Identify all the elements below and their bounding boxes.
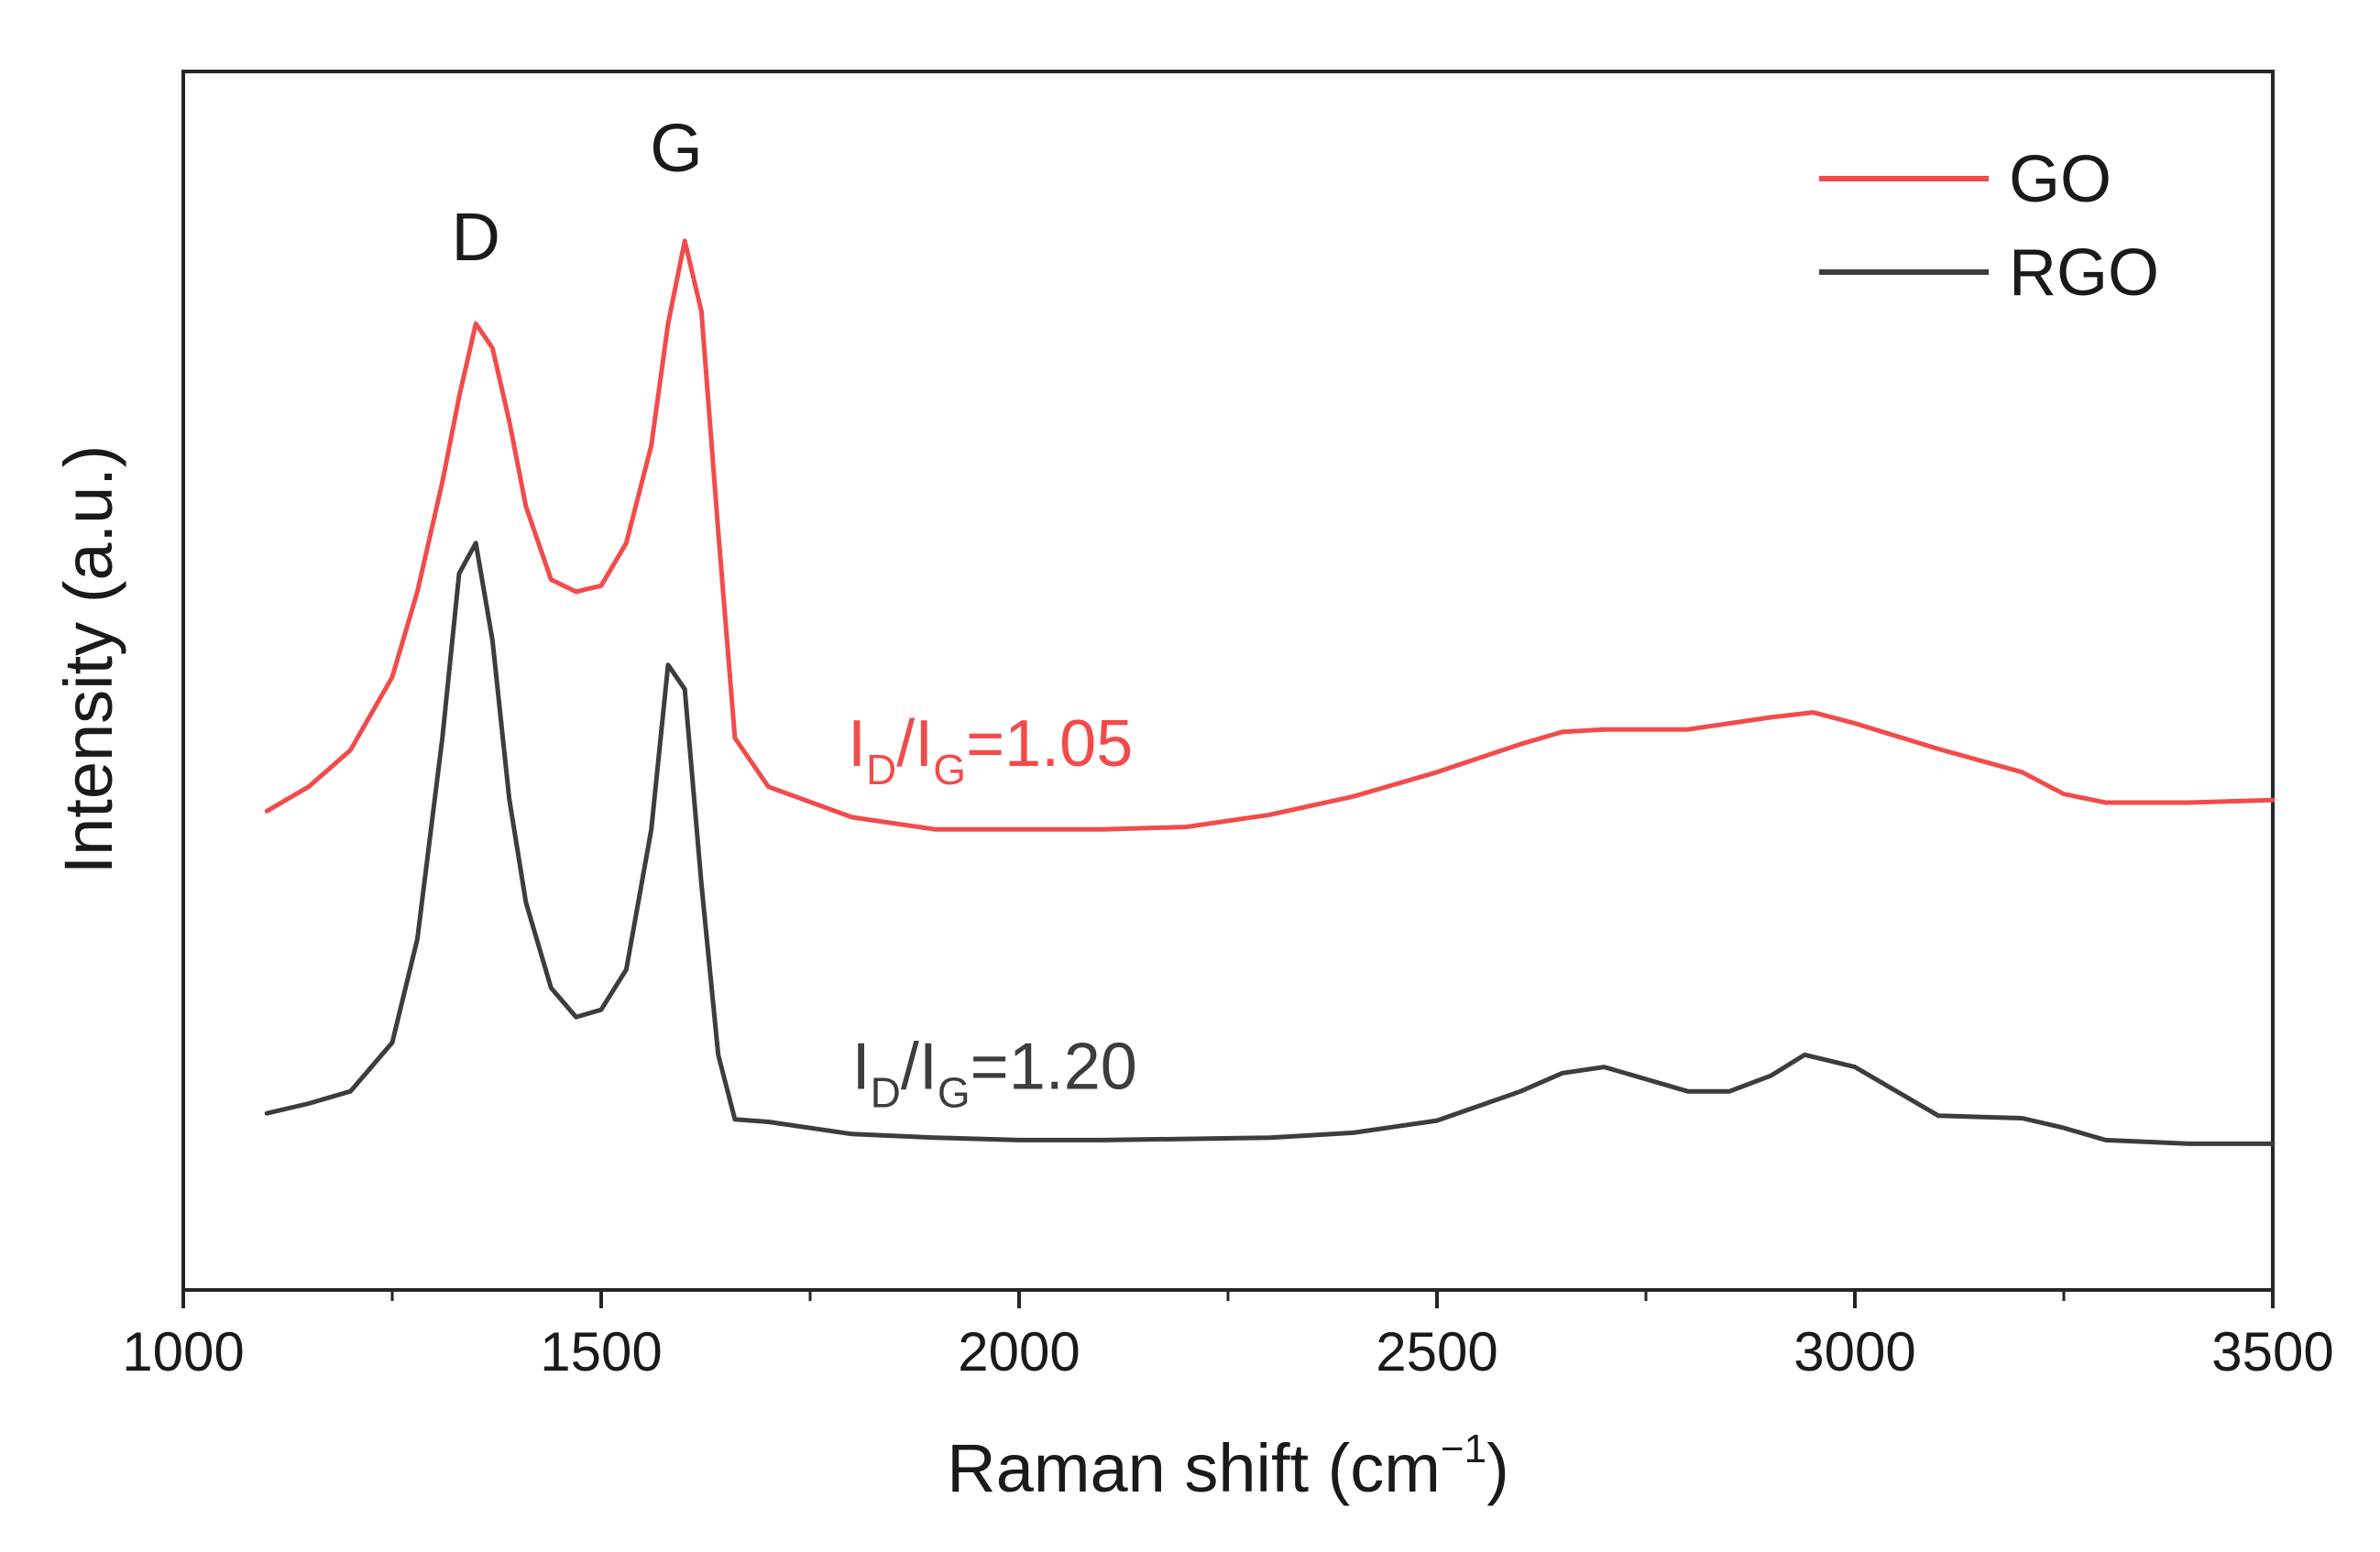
x-tick-label-2500: 2500 <box>1376 1321 1497 1383</box>
ratio-sep: /I <box>901 1031 938 1104</box>
ratio-sep: /I <box>896 707 933 781</box>
legend: GO RGO <box>1819 143 2159 310</box>
ratio-label-0: ID/IG=1.05 <box>848 707 1133 793</box>
peak-annotations: DG <box>451 110 702 275</box>
x-tick-label-2000: 2000 <box>958 1321 1080 1383</box>
x-tick-label-1500: 1500 <box>540 1321 662 1383</box>
x-axis-tick-labels: 1000 1500 2000 2500 3000 3500 <box>122 1321 2333 1383</box>
ratio-value: =1.05 <box>966 707 1133 781</box>
ratio-main: I <box>848 707 866 781</box>
series-line-go <box>264 238 2276 832</box>
ratio-sub-g: G <box>938 1069 971 1117</box>
x-tick-label-3500: 3500 <box>2211 1321 2333 1383</box>
legend-label-go: GO <box>2009 143 2111 216</box>
series-line-rgo <box>264 541 2276 1146</box>
x-axis-title: Raman shift (cm−1) <box>947 1426 1509 1506</box>
ratio-main: I <box>852 1031 871 1104</box>
x-tick-label-3000: 3000 <box>1793 1321 1915 1383</box>
ratio-sub-d: D <box>871 1069 901 1117</box>
x-axis-ticks <box>181 1290 2275 1308</box>
series-layer <box>264 238 2276 1146</box>
x-tick-label-1000: 1000 <box>122 1321 244 1383</box>
legend-label-rgo: RGO <box>2009 236 2159 310</box>
ratio-sub-d: D <box>866 746 896 793</box>
ratio-value: =1.20 <box>971 1031 1137 1104</box>
x-axis-title-close: ) <box>1486 1430 1509 1506</box>
x-axis-title-superscript: −1 <box>1441 1426 1486 1471</box>
y-axis-title: Intensity (a.u.) <box>50 445 126 875</box>
peak-label-d: D <box>451 199 499 275</box>
peak-label-g: G <box>650 110 703 186</box>
ratio-sub-g: G <box>933 746 966 793</box>
ratio-label-1: ID/IG=1.20 <box>852 1031 1137 1117</box>
